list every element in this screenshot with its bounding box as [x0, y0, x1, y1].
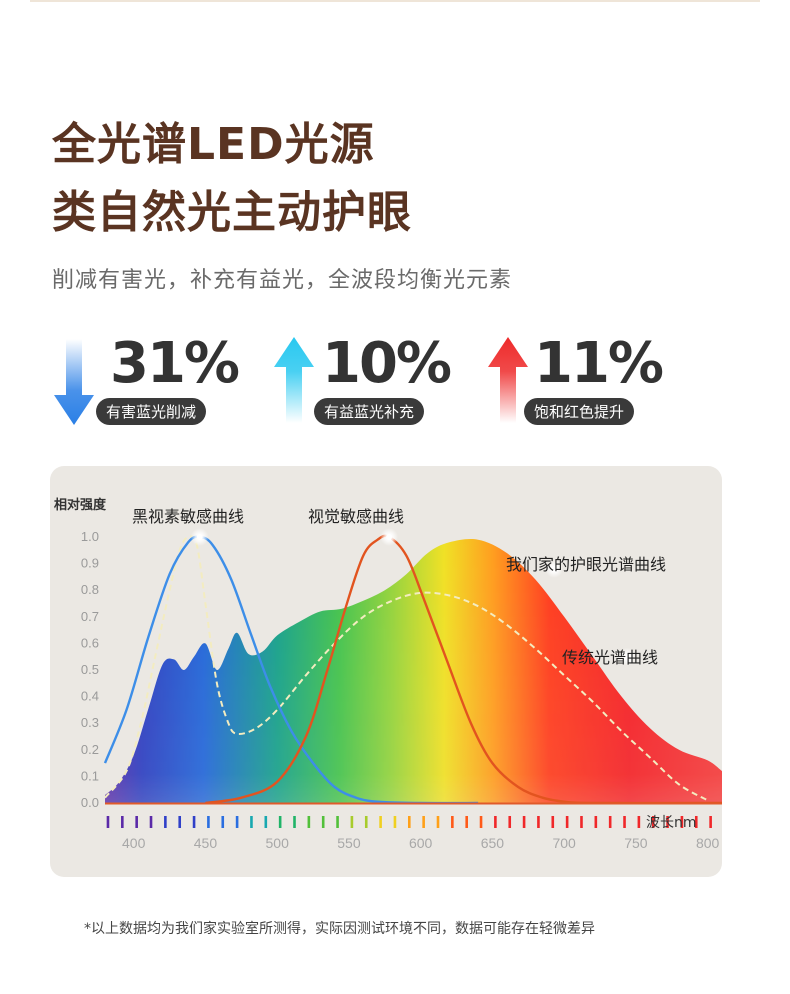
x-tick-label: 650 [481, 835, 505, 851]
stat-value: 31% [110, 331, 240, 396]
stat-blue-light-reduction: 31% 有害蓝光削减 [52, 331, 240, 430]
y-tick-label: 0.0 [81, 795, 99, 810]
stat-good-blue-light: 10% 有益蓝光补充 [272, 331, 452, 430]
spectrum-chart: 1.0 0.9 0.8 0.7 0.6 0.5 0.4 0.3 0.2 0.1 0.0 400 450 5… [54, 497, 722, 851]
x-tick-label: 750 [624, 835, 648, 851]
y-tick-label: 0.9 [81, 556, 99, 571]
stat-value: 11% [534, 331, 664, 396]
wavelength-color-mark [164, 816, 167, 828]
x-tick-label: 800 [696, 835, 720, 851]
wavelength-color-mark [278, 816, 282, 828]
wavelength-color-mark [580, 816, 583, 828]
wavelength-color-mark [666, 816, 669, 828]
wavelength-color-mark [565, 816, 569, 828]
wavelength-color-mark [494, 816, 497, 828]
wavelength-color-mark [379, 816, 382, 828]
x-axis-label: 波长nm [646, 815, 697, 831]
page-subtitle: 削减有害光，补充有益光，全波段均衡光元素 [52, 268, 513, 293]
y-tick-label: 0.7 [81, 609, 99, 624]
y-tick-label: 0.8 [81, 582, 99, 597]
wavelength-color-mark [293, 816, 296, 828]
wavelength-color-mark [192, 816, 196, 828]
x-tick-label: 450 [194, 835, 218, 851]
wavelength-color-mark [364, 816, 368, 828]
wavelength-color-mark [694, 816, 698, 828]
wavelength-color-mark [537, 816, 540, 828]
wavelength-color-mark [479, 816, 483, 828]
wavelength-color-mark [336, 816, 339, 828]
wavelength-color-mark [637, 816, 641, 828]
arrow-down-icon [54, 339, 94, 425]
y-tick-label: 1.0 [81, 529, 99, 544]
footnote: *以上数据均为我们家实验室所测得，实际因测试环境不同，数据可能存在轻微差异 [84, 921, 595, 937]
wavelength-color-mark [465, 816, 468, 828]
x-tick-label: 700 [552, 835, 576, 851]
wavelength-color-mark [149, 816, 153, 828]
wavelength-color-mark [422, 816, 425, 828]
stat-label: 饱和红色提升 [524, 398, 635, 425]
x-tick-label: 400 [122, 835, 146, 851]
wavelength-color-mark [221, 816, 225, 828]
page-title-line2: 类自然光主动护眼 [52, 187, 412, 238]
wavelength-color-mark [307, 816, 311, 828]
wavelength-color-mark [106, 816, 110, 828]
wavelength-color-mark [551, 816, 555, 828]
annotation-dot [551, 565, 558, 572]
arrow-up-icon [488, 337, 528, 423]
y-tick-label: 0.2 [81, 742, 99, 757]
stat-label: 有害蓝光削减 [96, 398, 207, 425]
x-tick-label: 500 [266, 835, 290, 851]
y-tick-label: 0.1 [81, 768, 99, 783]
annotation-dot [624, 653, 631, 660]
x-tick-label: 600 [409, 835, 433, 851]
spectrum-area-our-curve [105, 539, 722, 803]
wavelength-color-mark [207, 816, 210, 828]
wavelength-color-mark [709, 816, 712, 828]
wavelength-color-mark [651, 816, 655, 828]
annotation-dot [386, 534, 393, 540]
annotation-label: 我们家的护眼光谱曲线 [506, 555, 666, 574]
wavelength-color-mark [135, 816, 138, 828]
wavelength-color-mark [680, 816, 684, 828]
stat-label: 有益蓝光补充 [314, 398, 425, 425]
wavelength-color-mark [522, 816, 526, 828]
wavelength-color-mark [178, 816, 182, 828]
y-axis-label: 相对强度 [54, 497, 107, 513]
stat-value: 10% [322, 331, 452, 396]
wavelength-color-mark [235, 816, 239, 828]
melanopsin-sensitivity-line [103, 535, 479, 805]
y-tick-label: 0.4 [81, 689, 99, 704]
traditional-spectrum-line [104, 535, 709, 802]
stat-red-saturation: 11% 饱和红色提升 [486, 331, 666, 430]
y-tick-label: 0.3 [81, 715, 99, 730]
page-title: 全光谱LED光源 [52, 119, 375, 170]
wavelength-color-mark [264, 816, 268, 828]
photopic-sensitivity-line [205, 534, 722, 805]
y-tick-label: 0.6 [81, 635, 99, 650]
wavelength-color-mark [608, 816, 612, 828]
wavelength-color-mark [436, 816, 440, 828]
annotation-label: 黑视素敏感曲线 [132, 507, 244, 526]
wavelength-color-mark [407, 816, 411, 828]
spectrum-chart-card: 1.0 0.9 0.8 0.7 0.6 0.5 0.4 0.3 0.2 0.1 0.0 400 450 5… [50, 466, 722, 877]
wavelength-color-mark [594, 816, 598, 828]
wavelength-color-mark [121, 816, 124, 828]
wavelength-color-mark [623, 816, 626, 828]
annotation-dot [196, 534, 203, 540]
annotation-label: 视觉敏感曲线 [308, 507, 404, 526]
x-tick-label: 550 [337, 835, 361, 851]
y-tick-label: 0.5 [81, 662, 99, 677]
wavelength-color-mark [350, 816, 354, 828]
top-divider [30, 0, 760, 2]
wavelength-color-mark [451, 816, 454, 828]
wavelength-color-mark [321, 816, 325, 828]
annotation-label: 传统光谱曲线 [562, 648, 658, 667]
arrow-up-icon [274, 337, 314, 423]
wavelength-color-mark [508, 816, 512, 828]
wavelength-color-mark [393, 816, 397, 828]
wavelength-color-mark [250, 816, 253, 828]
